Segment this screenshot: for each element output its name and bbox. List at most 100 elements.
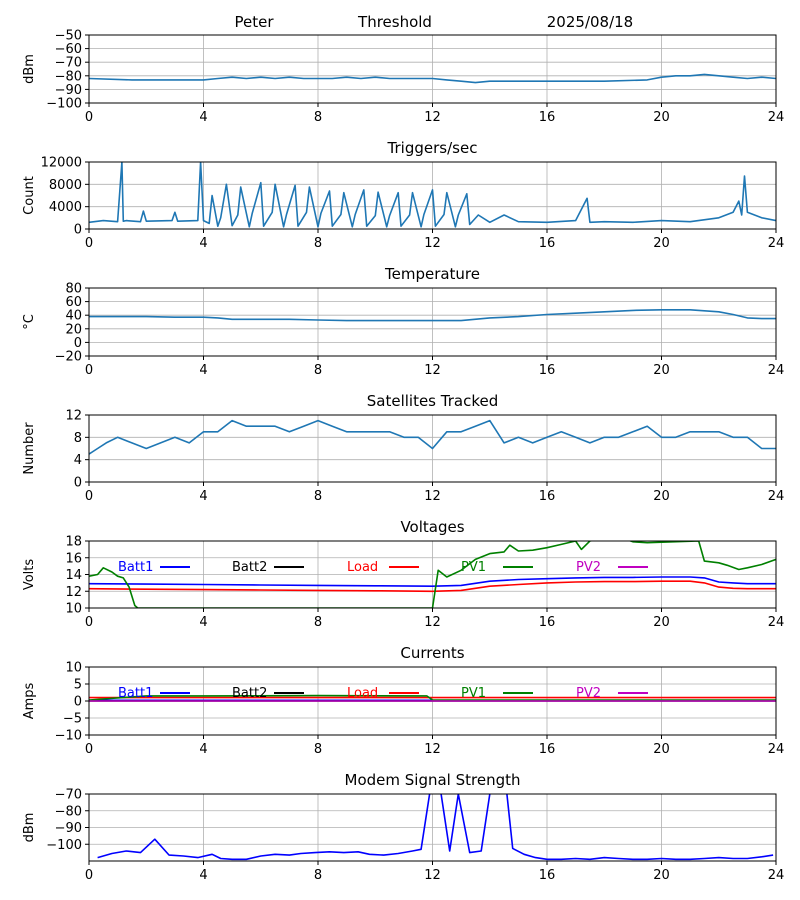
chart-title: Satellites Tracked [367,392,498,410]
y-axis-label: °C [22,314,37,330]
x-tick-label: 8 [314,236,322,251]
x-tick-label: 12 [424,363,441,378]
series-line-batt1 [89,576,776,588]
y-tick-label: −5 [63,712,82,727]
chart-title: Modem Signal Strength [345,771,521,789]
header-label: Threshold [357,13,432,31]
y-tick-label: −100 [46,97,82,112]
series-line-data [89,308,776,322]
series-line-data [89,73,776,84]
header-date: 2025/08/18 [547,13,633,31]
x-tick-label: 0 [85,110,93,125]
chart-title: Currents [400,644,464,662]
y-tick-label: 8000 [49,178,82,193]
x-tick-label: 24 [768,489,785,504]
y-tick-label: −80 [55,69,82,84]
chart-title: Triggers/sec [387,139,478,157]
x-tick-label: 16 [539,615,556,630]
y-tick-label: −60 [55,42,82,57]
x-tick-label: 12 [424,110,441,125]
y-tick-label: 0 [74,476,82,491]
y-tick-label: 5 [74,678,82,693]
header-station: Peter [234,13,274,31]
legend-label-pv1: PV1 [461,686,486,701]
chart-panel-2: 0 4 8 12 16 20 24 0 4000 8000 12000 Triggers/sec Cou… [22,139,784,251]
x-tick-label: 4 [199,868,207,883]
x-tick-label: 20 [653,363,670,378]
y-tick-label: −90 [55,821,82,836]
y-tick-label: 14 [65,568,82,583]
x-tick-label: 8 [314,742,322,757]
x-tick-label: 4 [199,110,207,125]
x-tick-label: 0 [85,489,93,504]
legend-label-batt1: Batt1 [118,686,153,701]
x-tick-label: 16 [539,742,556,757]
legend-label-load: Load [347,560,378,575]
x-tick-label: 8 [314,489,322,504]
y-axis-label: Number [22,422,37,475]
y-tick-label: 20 [65,322,82,337]
y-tick-label: 18 [65,535,82,550]
y-axis-label: dBm [22,54,37,84]
y-tick-label: 0 [74,695,82,710]
series-line-pv1 [89,541,776,608]
x-tick-label: 20 [653,489,670,504]
series-line-data [97,794,774,861]
y-tick-label: 10 [65,661,82,676]
x-tick-label: 12 [424,489,441,504]
series-line-load [89,580,776,593]
x-tick-label: 4 [199,489,207,504]
chart-title: Temperature [384,265,480,283]
chart-panel-1: 0 4 8 12 16 20 24 −100−90−80−70−60−50 dBm [22,29,784,126]
y-tick-label: 80 [65,282,82,297]
x-tick-label: 16 [539,489,556,504]
y-tick-label: 4000 [49,200,82,215]
x-tick-label: 24 [768,615,785,630]
series-line-data [89,419,776,455]
y-tick-label: 4 [74,453,82,468]
x-tick-label: 12 [424,868,441,883]
series-line-data [89,162,776,228]
y-tick-label: 12 [65,409,82,424]
legend-label-pv2: PV2 [576,686,601,701]
x-tick-label: 0 [85,742,93,757]
chart-title: Voltages [400,518,464,536]
y-tick-label: −20 [55,350,82,365]
x-tick-label: 0 [85,236,93,251]
y-tick-label: −50 [55,29,82,44]
x-tick-label: 12 [424,615,441,630]
x-tick-label: 16 [539,236,556,251]
x-tick-label: 24 [768,363,785,378]
x-tick-label: 16 [539,110,556,125]
legend-label-pv1: PV1 [461,560,486,575]
x-tick-label: 0 [85,363,93,378]
y-tick-label: 0 [74,223,82,238]
series-line-pv1 [89,694,776,701]
chart-panel-4: 0 4 8 12 16 20 24 0 4 8 12 Satellites Tracked Number [22,392,784,504]
x-tick-label: 4 [199,742,207,757]
x-tick-label: 20 [653,868,670,883]
x-tick-label: 4 [199,615,207,630]
y-tick-label: 60 [65,295,82,310]
y-tick-label: 0 [74,336,82,351]
chart-panel-7: 0 4 8 12 16 20 24 −100 −90 −80−70 Modem Signal Str… [22,771,784,883]
y-tick-label: −10 [55,729,82,744]
legend-label-batt2: Batt2 [232,560,267,575]
x-tick-label: 8 [314,868,322,883]
y-tick-label: 8 [74,431,82,446]
y-axis-label: dBm [22,813,37,843]
y-tick-label: −90 [55,83,82,98]
legend-label-pv2: PV2 [576,560,601,575]
y-tick-label: 16 [65,551,82,566]
legend-label-load: Load [347,686,378,701]
x-tick-label: 16 [539,868,556,883]
x-tick-label: 8 [314,363,322,378]
y-tick-label: −80 [55,804,82,819]
y-axis-label: Volts [22,559,37,591]
x-tick-label: 24 [768,110,785,125]
x-tick-label: 24 [768,868,785,883]
y-tick-label: 40 [65,309,82,324]
